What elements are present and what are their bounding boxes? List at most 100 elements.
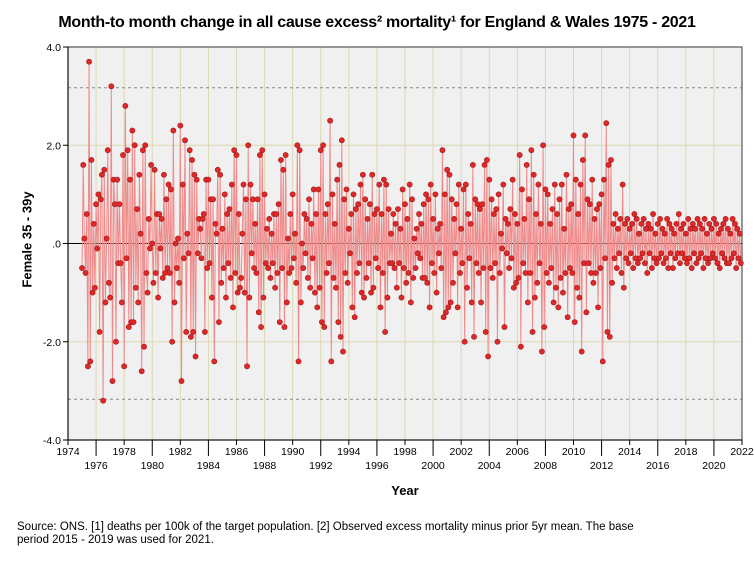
data-point bbox=[405, 270, 412, 276]
data-point bbox=[492, 260, 499, 267]
data-point bbox=[534, 279, 541, 286]
data-point bbox=[364, 216, 371, 222]
data-point bbox=[107, 294, 114, 301]
data-point bbox=[132, 284, 139, 291]
data-point bbox=[81, 235, 88, 242]
data-point bbox=[556, 196, 563, 203]
data-point bbox=[473, 260, 480, 267]
data-point bbox=[262, 260, 269, 267]
data-point bbox=[727, 230, 734, 237]
data-point bbox=[92, 284, 98, 291]
data-point bbox=[308, 220, 315, 227]
data-point bbox=[627, 250, 634, 257]
x-tick-label: 2014 bbox=[618, 446, 642, 458]
data-point bbox=[205, 176, 212, 183]
data-point bbox=[421, 274, 428, 281]
data-point bbox=[122, 103, 129, 109]
data-point bbox=[602, 255, 608, 262]
data-point bbox=[411, 235, 418, 242]
data-point bbox=[79, 265, 85, 271]
data-point bbox=[479, 201, 486, 208]
x-tick-label: 1974 bbox=[56, 446, 80, 458]
data-point bbox=[171, 299, 178, 306]
data-point bbox=[719, 250, 726, 257]
data-point bbox=[414, 250, 421, 257]
data-point bbox=[507, 206, 514, 213]
data-point bbox=[391, 265, 398, 271]
data-point bbox=[644, 270, 651, 276]
data-point bbox=[307, 284, 314, 291]
data-point bbox=[516, 152, 523, 158]
data-point bbox=[606, 333, 613, 340]
data-point bbox=[487, 265, 494, 271]
data-point bbox=[591, 216, 598, 222]
data-point bbox=[733, 265, 740, 271]
data-point bbox=[179, 181, 186, 188]
data-point bbox=[340, 348, 346, 355]
data-point bbox=[170, 127, 177, 134]
data-point bbox=[527, 270, 534, 276]
data-point bbox=[363, 274, 370, 281]
data-point bbox=[667, 250, 674, 257]
data-point bbox=[359, 171, 366, 178]
data-point bbox=[623, 255, 630, 262]
data-point bbox=[219, 225, 226, 232]
x-tick-label: 1986 bbox=[225, 446, 249, 458]
data-point bbox=[324, 201, 331, 208]
data-point bbox=[246, 294, 253, 301]
data-point bbox=[541, 324, 548, 330]
data-point bbox=[668, 225, 675, 232]
data-point bbox=[438, 265, 445, 271]
data-point bbox=[82, 270, 89, 276]
data-point bbox=[252, 220, 259, 227]
data-point bbox=[457, 270, 463, 276]
data-point bbox=[281, 324, 288, 330]
data-point bbox=[350, 191, 357, 198]
x-tick-label: 1996 bbox=[365, 460, 389, 472]
data-point bbox=[732, 220, 738, 227]
data-point bbox=[610, 220, 617, 227]
x-tick-label: 2022 bbox=[730, 446, 754, 458]
y-tick-label: .0 bbox=[52, 239, 61, 251]
data-point bbox=[599, 358, 606, 365]
data-point bbox=[388, 230, 394, 237]
data-point bbox=[663, 255, 669, 262]
data-point bbox=[596, 201, 603, 208]
data-point bbox=[485, 353, 491, 360]
data-point bbox=[542, 186, 549, 193]
data-point bbox=[83, 211, 90, 217]
data-point bbox=[682, 230, 689, 237]
data-point bbox=[352, 206, 359, 213]
data-point bbox=[232, 270, 239, 276]
data-point bbox=[737, 260, 744, 267]
data-point bbox=[726, 260, 733, 267]
data-point bbox=[539, 348, 545, 355]
data-point bbox=[155, 294, 162, 301]
data-point bbox=[247, 181, 254, 188]
x-tick-label: 2002 bbox=[449, 446, 473, 458]
data-point bbox=[311, 289, 318, 296]
data-point bbox=[347, 250, 353, 257]
data-point bbox=[433, 289, 440, 296]
data-point bbox=[234, 289, 241, 296]
data-point bbox=[370, 284, 377, 291]
data-point bbox=[533, 211, 539, 217]
data-point bbox=[365, 260, 372, 267]
data-point bbox=[670, 265, 676, 271]
data-point bbox=[297, 299, 304, 306]
data-point bbox=[698, 250, 704, 257]
data-point bbox=[103, 235, 110, 242]
data-point bbox=[266, 216, 273, 222]
data-point bbox=[240, 181, 247, 188]
data-point bbox=[165, 181, 172, 188]
data-point bbox=[412, 265, 419, 271]
data-point bbox=[712, 255, 718, 262]
data-point bbox=[592, 270, 599, 276]
data-point bbox=[551, 181, 558, 188]
data-point bbox=[536, 260, 543, 267]
data-point bbox=[299, 240, 305, 247]
data-point bbox=[549, 206, 556, 213]
data-point bbox=[242, 196, 249, 203]
data-point bbox=[93, 201, 99, 208]
